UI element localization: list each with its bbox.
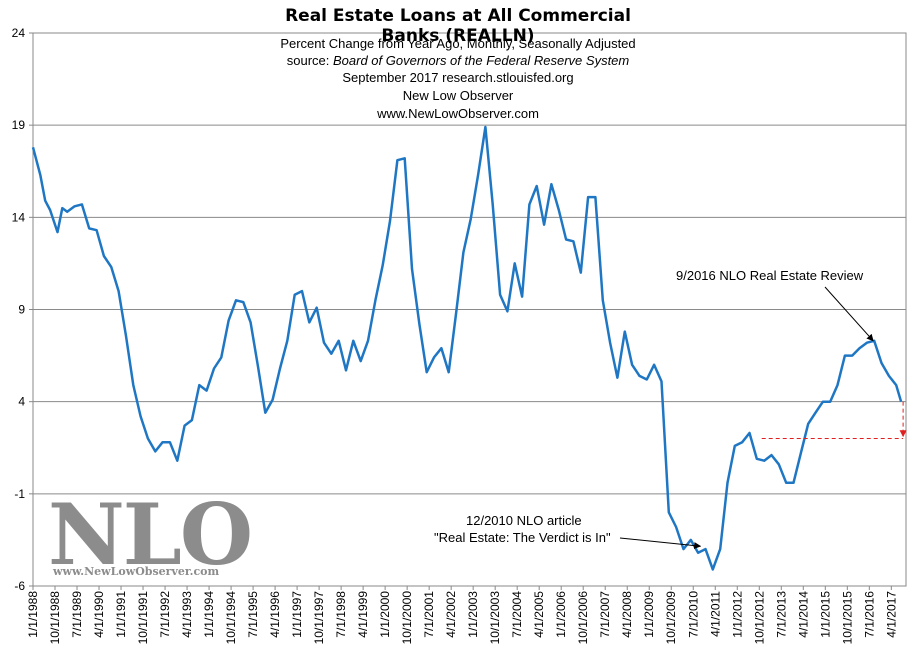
x-tick-label: 4/1/2005 — [532, 591, 546, 638]
x-tick-label: 10/1/1988 — [48, 591, 62, 645]
x-tick-label: 7/1/2016 — [862, 591, 876, 638]
chart-website: www.NewLowObserver.com — [377, 106, 539, 121]
x-tick-label: 7/1/2007 — [598, 591, 612, 638]
chart-title: Real Estate Loans at All Commercial Bank… — [285, 6, 631, 46]
x-tick-label: 4/1/2014 — [796, 591, 810, 638]
x-tick-label: 10/1/1994 — [224, 591, 238, 645]
annotation-arrow-2016 — [824, 286, 874, 342]
x-tick-label: 4/1/1993 — [180, 591, 194, 638]
y-tick-label: 14 — [12, 210, 26, 224]
nlo-logo-url: www.NewLowObserver.com — [53, 565, 220, 578]
x-tick-label: 7/1/2013 — [774, 591, 788, 638]
x-tick-label: 4/1/1999 — [356, 591, 370, 638]
x-tick-label: 10/1/1997 — [312, 591, 326, 645]
annotation-2010-article: 12/2010 NLO article — [466, 513, 582, 528]
x-tick-label: 7/1/1998 — [334, 591, 348, 638]
x-tick-label: 4/1/2011 — [708, 591, 722, 637]
x-tick-label: 1/1/2012 — [730, 591, 744, 638]
x-tick-label: 1/1/1988 — [26, 591, 40, 638]
chart-author: New Low Observer — [402, 88, 514, 103]
x-tick-label: 10/1/2015 — [840, 591, 854, 645]
y-tick-label: 4 — [18, 395, 25, 409]
x-tick-label: 7/1/2004 — [510, 591, 524, 638]
x-tick-label: 10/1/2003 — [488, 591, 502, 645]
x-tick-label: 1/1/1991 — [114, 591, 128, 638]
source-name: Board of Governors of the Federal Reserv… — [333, 53, 630, 68]
nlo-logo: NLO — [48, 485, 253, 584]
y-tick-label: 9 — [18, 303, 25, 317]
x-tick-label: 7/1/1995 — [246, 591, 260, 638]
chart-subtitle: Percent Change from Year Ago, Monthly, S… — [280, 36, 636, 51]
x-tick-label: 4/1/2017 — [884, 591, 898, 638]
grid-lines — [33, 124, 906, 495]
y-tick-label: 24 — [12, 26, 26, 40]
x-tick-label: 4/1/2008 — [620, 591, 634, 638]
chart-date-line: September 2017 research.stlouisfed.org — [342, 70, 574, 85]
x-tick-label: 7/1/2001 — [422, 591, 436, 638]
x-tick-label: 10/1/2000 — [400, 591, 414, 645]
x-tick-label: 10/1/1991 — [136, 591, 150, 645]
x-tick-label: 10/1/2009 — [664, 591, 678, 645]
x-tick-label: 1/1/2003 — [466, 591, 480, 638]
y-tick-label: 19 — [12, 118, 26, 132]
x-tick-label: 4/1/1996 — [268, 591, 282, 638]
x-tick-label: 10/1/2006 — [576, 591, 590, 645]
x-tick-label: 4/1/1990 — [92, 591, 106, 638]
x-tick-label: 1/1/2006 — [554, 591, 568, 638]
annotation-2016-review: 9/2016 NLO Real Estate Review — [676, 268, 864, 283]
x-tick-label: 10/1/2012 — [752, 591, 766, 645]
x-tick-label: 1/1/2015 — [818, 591, 832, 638]
x-tick-label: 1/1/1997 — [290, 591, 304, 638]
x-tick-label: 7/1/1989 — [70, 591, 84, 638]
x-axis-ticks: 1/1/1988 10/1/1988 7/1/1989 4/1/1990 1/1/199… — [26, 586, 898, 644]
chart-source: source: Board of Governors of the Federa… — [258, 53, 658, 68]
source-label: source: — [286, 53, 333, 68]
x-tick-label: 7/1/2010 — [686, 591, 700, 638]
x-tick-label: 1/1/2000 — [378, 591, 392, 638]
series-line — [31, 125, 903, 571]
x-tick-label: 1/1/1994 — [202, 591, 216, 638]
x-tick-label: 7/1/1992 — [158, 591, 172, 638]
y-tick-label: -1 — [14, 487, 25, 501]
x-tick-label: 4/1/2002 — [444, 591, 458, 638]
y-axis-ticks: 24 19 14 9 4 -1 -6 — [12, 26, 33, 593]
annotation-arrow-2010 — [619, 537, 702, 550]
y-tick-label: -6 — [14, 579, 25, 593]
annotation-2010-article-title: "Real Estate: The Verdict is In" — [434, 530, 611, 545]
x-tick-label: 1/1/2009 — [642, 591, 656, 638]
